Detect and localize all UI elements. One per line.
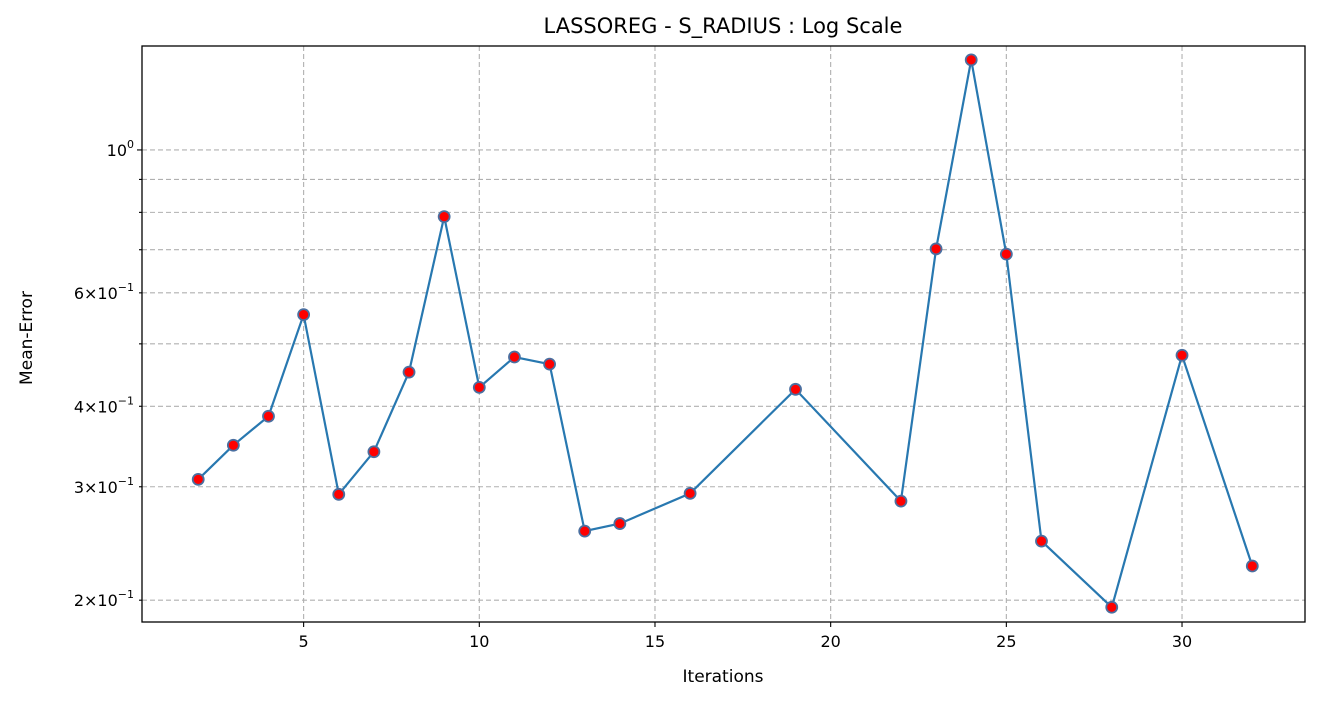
x-tick-label: 5 <box>299 632 309 651</box>
data-point <box>613 517 627 530</box>
data-point <box>1035 534 1048 548</box>
data-point <box>332 487 346 501</box>
data-point <box>894 494 908 508</box>
data-point <box>789 382 802 396</box>
data-point <box>402 365 416 379</box>
y-tick-label: 3×10−1 <box>74 475 134 497</box>
series-line <box>197 59 1254 610</box>
data-point <box>964 53 978 67</box>
x-tick-label: 20 <box>820 632 840 651</box>
x-axis-ticks: 5 10 15 20 25 30 <box>299 622 1192 651</box>
data-point <box>1245 559 1259 573</box>
x-tick-label: 10 <box>469 632 489 651</box>
data-point <box>1105 600 1119 614</box>
y-tick-label: 2×10−1 <box>74 588 134 610</box>
data-point <box>1175 348 1189 362</box>
data-point <box>683 486 697 500</box>
data-point <box>191 472 205 486</box>
data-point <box>262 409 275 423</box>
plot-frame <box>141 45 1306 623</box>
data-point <box>297 308 311 322</box>
y-tick-label: 4×10−1 <box>74 394 134 416</box>
data-point <box>472 380 486 394</box>
data-point <box>508 350 521 364</box>
y-axis-label: Mean-Error <box>17 291 37 385</box>
y-tick-label: 6×10−1 <box>74 281 134 303</box>
chart-title: LASSOREG - S_RADIUS : Log Scale <box>544 14 903 39</box>
x-tick-label: 15 <box>645 632 665 651</box>
grid <box>142 46 1305 622</box>
data-point <box>226 438 240 452</box>
data-point <box>999 247 1013 261</box>
data-series <box>191 53 1259 614</box>
x-tick-label: 25 <box>996 632 1016 651</box>
data-point <box>437 210 451 223</box>
y-tick-label: 100 <box>107 138 134 160</box>
data-point <box>929 242 943 256</box>
data-point <box>367 445 381 459</box>
x-axis-label: Iterations <box>683 667 764 687</box>
x-tick-label: 30 <box>1172 632 1192 651</box>
y-axis-ticks: 2×10−1 3×10−1 4×10−1 6×10−1 100 <box>74 138 142 610</box>
data-point <box>543 357 556 371</box>
data-point <box>578 524 592 538</box>
